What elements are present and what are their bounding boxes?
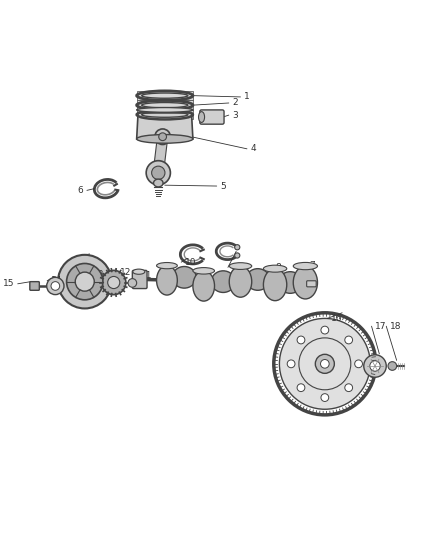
Text: 10: 10	[185, 257, 196, 266]
Polygon shape	[137, 100, 193, 110]
Circle shape	[146, 160, 170, 185]
Circle shape	[108, 277, 120, 288]
Text: 12: 12	[120, 268, 131, 277]
Ellipse shape	[263, 269, 287, 301]
Text: 17: 17	[375, 322, 386, 330]
Ellipse shape	[137, 134, 193, 143]
Circle shape	[315, 354, 334, 373]
Text: 13: 13	[93, 270, 105, 279]
Ellipse shape	[193, 268, 215, 274]
Circle shape	[297, 384, 305, 392]
Ellipse shape	[172, 266, 196, 288]
Text: 2: 2	[232, 99, 238, 108]
FancyBboxPatch shape	[307, 281, 316, 287]
Ellipse shape	[133, 269, 145, 274]
Circle shape	[321, 326, 329, 334]
Text: 3: 3	[232, 110, 238, 119]
Circle shape	[155, 129, 170, 144]
Circle shape	[321, 394, 329, 401]
Circle shape	[102, 270, 126, 295]
Text: 15: 15	[3, 279, 14, 288]
Circle shape	[152, 166, 165, 180]
FancyBboxPatch shape	[132, 270, 147, 288]
Text: 1: 1	[244, 92, 250, 101]
Ellipse shape	[211, 271, 235, 293]
Circle shape	[159, 133, 166, 141]
Circle shape	[370, 361, 380, 371]
Ellipse shape	[263, 265, 287, 272]
Circle shape	[47, 277, 64, 295]
Text: 8: 8	[276, 263, 281, 272]
Text: 16: 16	[331, 314, 343, 323]
Polygon shape	[153, 136, 168, 173]
Circle shape	[128, 279, 137, 287]
Text: 5: 5	[220, 182, 226, 190]
Circle shape	[287, 360, 295, 368]
Text: 7: 7	[309, 261, 314, 270]
Circle shape	[67, 263, 103, 300]
Text: 9: 9	[231, 263, 237, 272]
Circle shape	[321, 359, 329, 368]
Ellipse shape	[229, 263, 252, 270]
Polygon shape	[137, 113, 193, 139]
Polygon shape	[137, 91, 193, 100]
Circle shape	[364, 355, 386, 377]
Circle shape	[388, 362, 397, 370]
Circle shape	[235, 253, 240, 258]
Circle shape	[355, 360, 363, 368]
Circle shape	[58, 255, 112, 309]
Text: 18: 18	[390, 322, 401, 330]
Polygon shape	[137, 110, 193, 119]
Circle shape	[297, 336, 305, 344]
Circle shape	[345, 336, 353, 344]
Ellipse shape	[193, 271, 215, 301]
Circle shape	[51, 281, 60, 290]
Text: 6: 6	[78, 186, 84, 195]
Circle shape	[75, 272, 94, 291]
Circle shape	[345, 384, 353, 392]
Ellipse shape	[293, 262, 318, 270]
Ellipse shape	[246, 269, 270, 290]
Ellipse shape	[154, 179, 163, 187]
Ellipse shape	[137, 108, 193, 112]
Text: 4: 4	[251, 144, 256, 154]
FancyBboxPatch shape	[30, 281, 39, 290]
Ellipse shape	[156, 263, 177, 269]
Text: 11: 11	[141, 271, 153, 280]
FancyBboxPatch shape	[200, 110, 224, 124]
Ellipse shape	[229, 266, 252, 297]
Ellipse shape	[198, 111, 205, 123]
Circle shape	[279, 318, 370, 409]
Ellipse shape	[293, 266, 318, 299]
Ellipse shape	[278, 272, 302, 293]
Circle shape	[235, 245, 240, 250]
Text: 14: 14	[50, 276, 62, 285]
Ellipse shape	[156, 265, 177, 295]
